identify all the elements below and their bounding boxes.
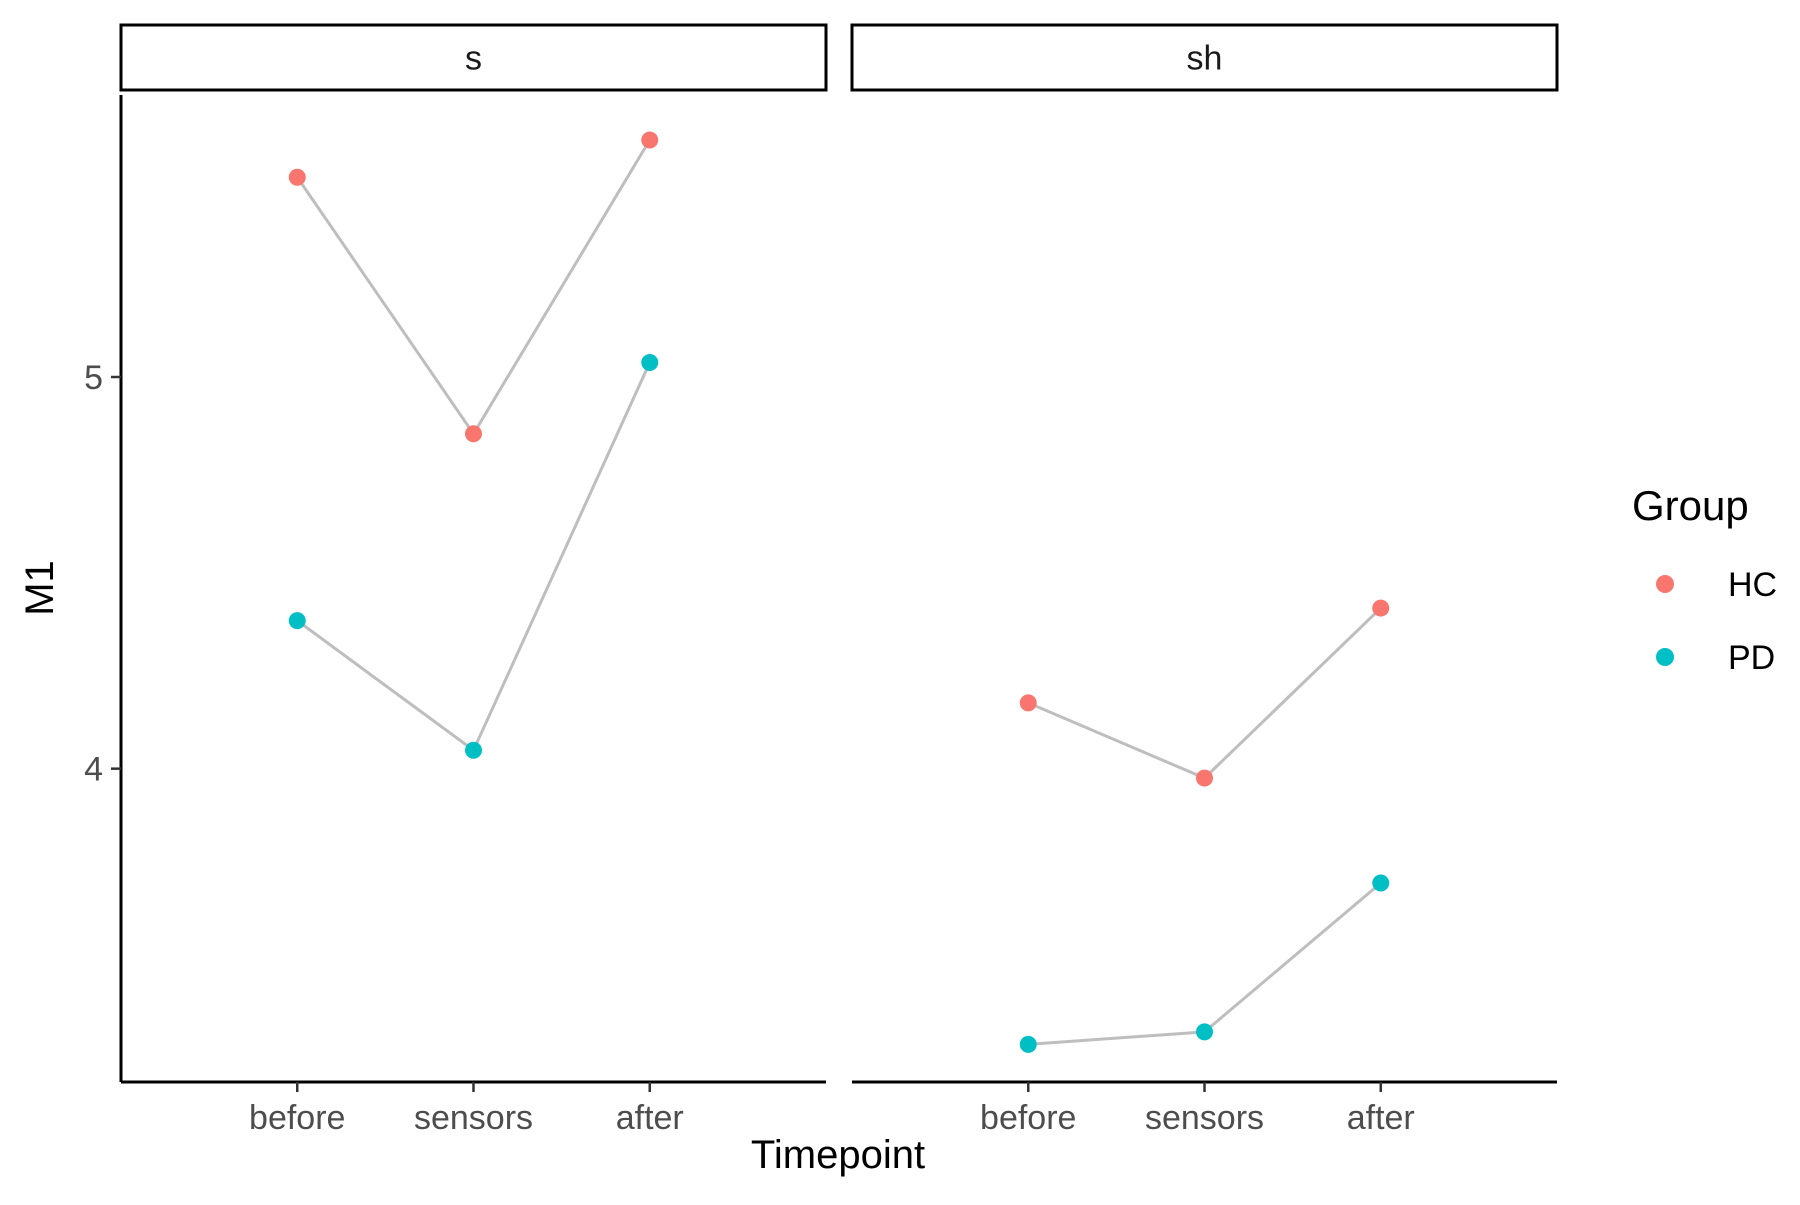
facet-strip [119, 23, 828, 92]
x-tick-label: after [1347, 1099, 1415, 1137]
x-tick-label: sensors [414, 1099, 533, 1137]
facet-strip [850, 23, 1559, 92]
series-line-hc [296, 139, 652, 437]
data-point-pd [641, 354, 659, 372]
facet-strip-label: s [465, 40, 482, 78]
data-point-hc [288, 168, 306, 186]
x-tick-label: after [616, 1099, 684, 1137]
data-point-hc [465, 425, 482, 443]
series-line-hc [1027, 607, 1382, 780]
legend-key-pd [1656, 648, 1674, 666]
legend-label-pd: PD [1728, 639, 1775, 677]
legend-title: Group [1632, 482, 1749, 529]
y-tick-label: 4 [84, 751, 103, 789]
x-tick-label: before [980, 1099, 1076, 1137]
data-point-hc [1196, 769, 1213, 787]
data-point-pd [1372, 874, 1390, 892]
y-axis-title: M1 [18, 560, 62, 616]
facet-strip-label: sh [1187, 40, 1223, 78]
legend-key-hc [1656, 575, 1674, 593]
data-point-hc [1019, 694, 1037, 712]
series-line-pd [1028, 881, 1382, 1046]
panels-layer: s before sensors after 4 5 sh before sensors afte… [84, 23, 1559, 1137]
data-point-pd [1196, 1023, 1213, 1041]
legend-label-hc: HC [1728, 566, 1777, 604]
y-tick-label: 5 [84, 359, 103, 397]
data-point-hc [1372, 599, 1390, 617]
x-axis-title: Timepoint [751, 1133, 925, 1177]
legend: Group HC PD [1632, 482, 1777, 677]
data-point-hc [641, 131, 659, 149]
panel-s: s before sensors after 4 5 [84, 23, 828, 1137]
panel-sh: sh before sensors after [850, 23, 1559, 1137]
series-line-pd [296, 361, 652, 753]
data-point-pd [465, 741, 482, 759]
data-point-pd [288, 612, 306, 630]
x-tick-label: sensors [1145, 1099, 1264, 1137]
data-point-pd [1019, 1035, 1037, 1053]
x-tick-label: before [249, 1099, 345, 1137]
